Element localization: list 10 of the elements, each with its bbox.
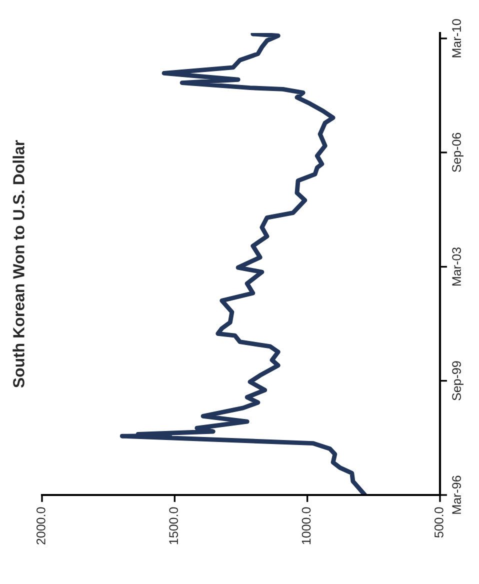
text: South Korean Won to U.S. Dollar bbox=[12, 140, 24, 388]
x-tick-label: 2000.0 bbox=[36, 507, 46, 544]
x-tick-label: 1500.0 bbox=[169, 507, 178, 544]
y-tick-label: Sep-06 bbox=[452, 132, 464, 172]
y-tick-label: Mar-96 bbox=[452, 476, 461, 514]
y-tick-label: Sep-99 bbox=[452, 361, 464, 400]
y-tick-label: Mar-03 bbox=[452, 248, 461, 286]
x-tick-label: 1000.0 bbox=[302, 507, 311, 544]
y-tick-label: Mar-10 bbox=[452, 19, 461, 58]
x-tick-label: 500.0 bbox=[434, 507, 444, 538]
